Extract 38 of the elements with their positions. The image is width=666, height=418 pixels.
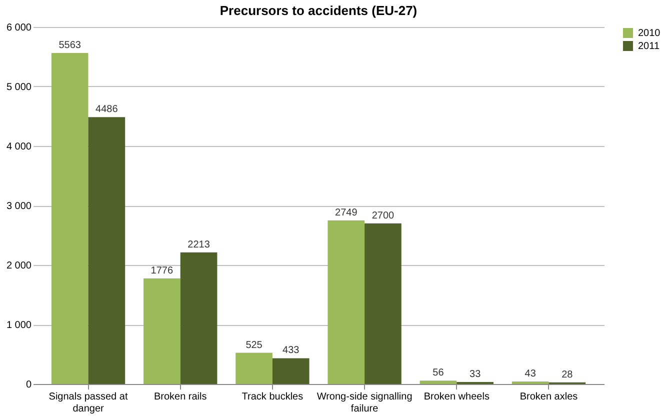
y-tick-label: 4 000 — [6, 142, 32, 152]
bar — [51, 53, 88, 384]
data-label: 433 — [282, 345, 300, 356]
data-label: 43 — [524, 368, 536, 380]
legend-label: 2011 — [638, 41, 660, 52]
data-label: 5563 — [58, 40, 82, 51]
legend-label: 2010 — [638, 28, 661, 39]
y-tick-label: 6 000 — [6, 22, 32, 34]
y-tick-label: 0 — [26, 380, 32, 390]
x-tick-label: Broken wheels — [424, 392, 490, 402]
bar — [328, 220, 365, 384]
bar — [512, 381, 549, 384]
bar — [420, 380, 457, 384]
x-tick-label: Broken rails — [154, 392, 207, 402]
bar — [364, 223, 402, 384]
bar — [88, 117, 126, 384]
bar — [180, 252, 218, 384]
data-label: 4486 — [96, 104, 118, 116]
y-tick-label: 3 000 — [6, 201, 32, 212]
x-tick-label: Wrong-side signalling failure — [316, 392, 412, 414]
bar — [272, 358, 310, 384]
chart-title: Precursors to accidents (EU-27) — [220, 3, 418, 18]
data-label: 525 — [246, 340, 263, 351]
x-tick-label: Broken axles — [520, 392, 578, 402]
bar — [236, 352, 272, 384]
y-tick-label: 5 000 — [6, 82, 32, 93]
data-label: 33 — [470, 369, 482, 380]
data-label: 56 — [432, 368, 444, 379]
data-label: 2749 — [335, 207, 358, 218]
y-tick-label: 1 000 — [6, 320, 32, 331]
y-tick-label: 2 000 — [6, 260, 32, 272]
data-label: 2213 — [188, 239, 210, 250]
bar — [144, 278, 180, 384]
data-label: 2700 — [372, 210, 395, 222]
data-label: 1776 — [150, 265, 174, 276]
x-tick-label: Track buckles — [242, 392, 304, 402]
x-tick-label: Signals passed at danger — [48, 392, 128, 414]
data-label: 28 — [562, 369, 574, 380]
